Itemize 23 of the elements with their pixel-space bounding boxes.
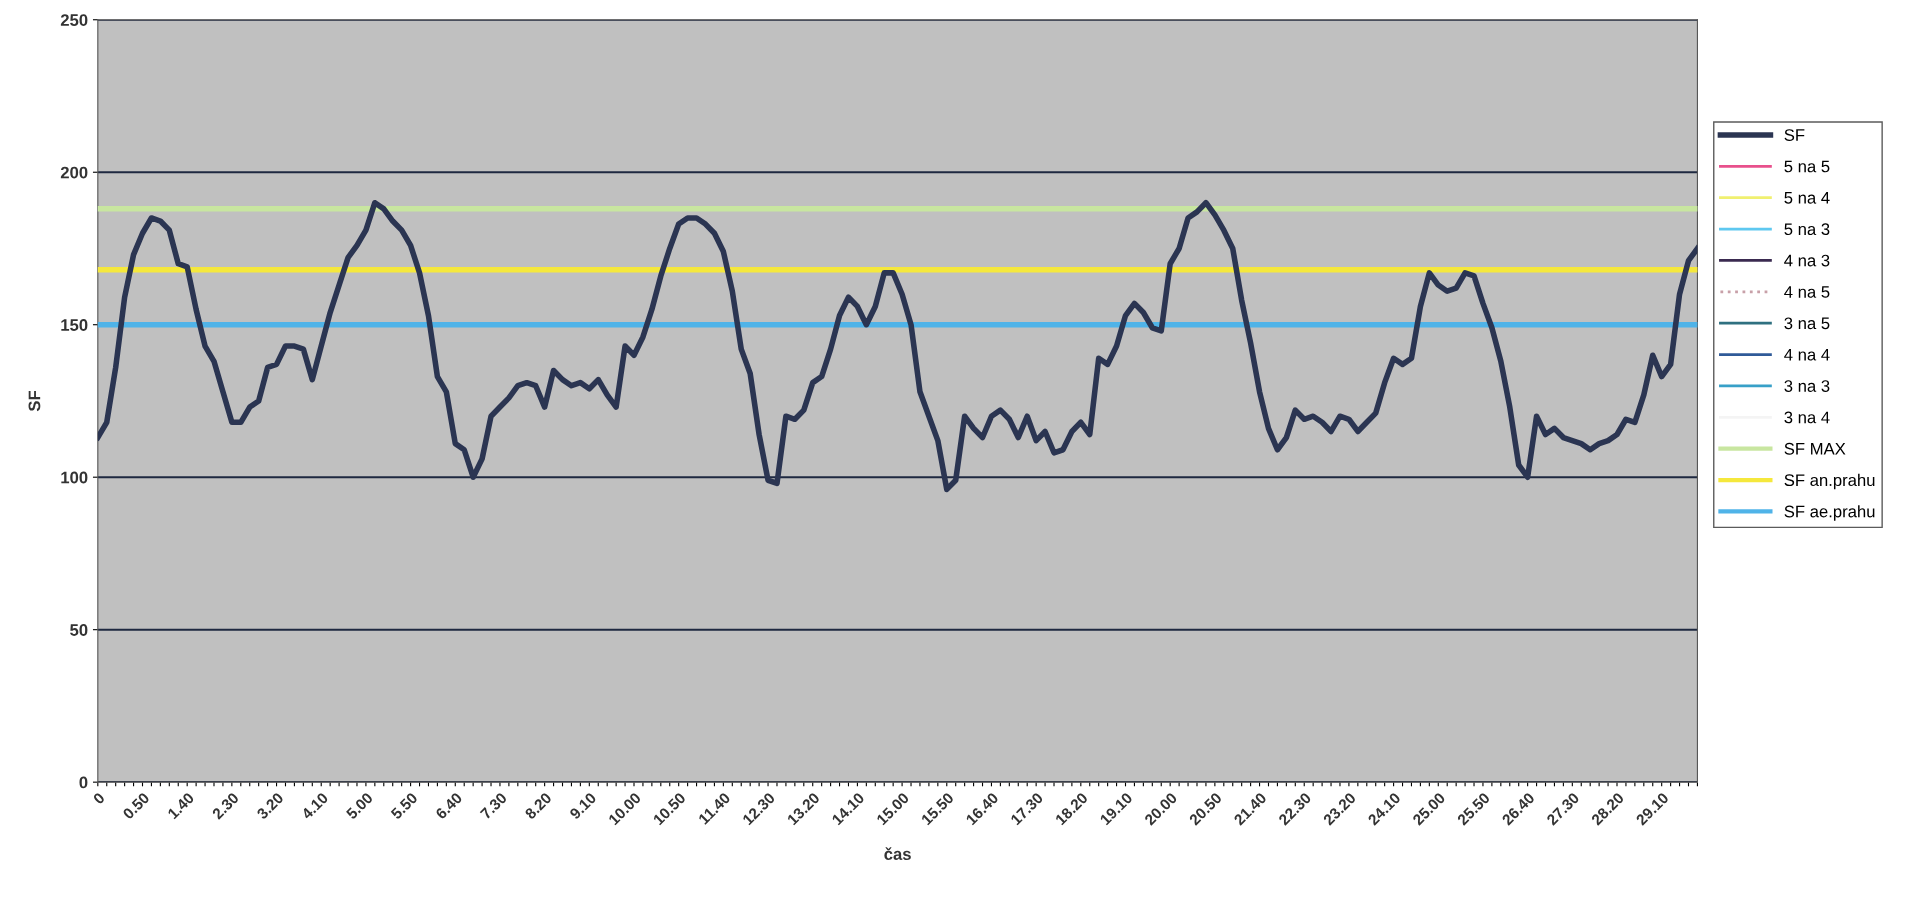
legend-label: 4 na 5	[1784, 286, 1830, 298]
legend-label: SF	[1784, 129, 1805, 141]
legend-label: 3 na 3	[1784, 380, 1830, 392]
legend-label: 5 na 3	[1784, 223, 1830, 236]
y-tick-label: 150	[61, 319, 88, 331]
legend-label: 5 na 4	[1784, 192, 1830, 204]
legend-label: SF MAX	[1784, 442, 1846, 455]
legend-label: 4 na 3	[1784, 254, 1830, 267]
legend-label: SF an.prahu	[1784, 473, 1875, 490]
x-axis-title: čas	[884, 847, 911, 860]
legend-label: 3 na 4	[1784, 411, 1830, 424]
y-axis-title: SF	[28, 390, 41, 412]
x-tick-label: 0	[92, 791, 106, 805]
legend-label: 5 na 5	[1784, 160, 1830, 173]
legend-label: 3 na 5	[1784, 317, 1830, 330]
legend-label: 4 na 4	[1784, 348, 1830, 361]
y-tick-label: 0	[79, 776, 88, 789]
y-tick-label: 100	[61, 471, 88, 484]
y-tick-label: 50	[70, 624, 88, 636]
y-tick-label: 200	[60, 166, 88, 179]
legend-label: SF ae.prahu	[1784, 505, 1875, 521]
y-tick-label: 250	[60, 14, 88, 26]
x-tick-label: 4.10	[300, 791, 329, 820]
